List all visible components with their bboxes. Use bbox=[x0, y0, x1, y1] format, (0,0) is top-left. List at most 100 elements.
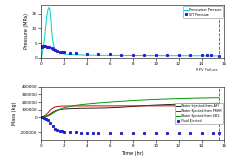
X-axis label: Time (hr): Time (hr) bbox=[122, 151, 144, 156]
Water Ejected from SDS bbox=[74, 104, 77, 106]
Pressurizer Pressure bbox=[120, 55, 123, 56]
Fluid Ejected bbox=[42, 117, 45, 119]
Water Ejected from SDS bbox=[91, 103, 94, 104]
Water Ejected from PRHR bbox=[91, 105, 94, 107]
Pressurizer Pressure bbox=[41, 52, 44, 54]
Pressurizer Pressure bbox=[131, 55, 134, 56]
Water Ejected from PRHR bbox=[41, 116, 44, 118]
Water Ejected from SDS bbox=[49, 114, 52, 116]
Fluid Ejected bbox=[68, 131, 71, 133]
Water Injected from AFI bbox=[80, 107, 83, 109]
Fluid Ejected bbox=[212, 132, 214, 134]
Water Ejected from SDS bbox=[131, 100, 134, 101]
Water Ejected from SDS bbox=[56, 110, 59, 111]
Pressurizer Pressure bbox=[58, 52, 61, 53]
Water Injected from AFI bbox=[51, 111, 54, 113]
Fluid Ejected bbox=[44, 118, 47, 120]
SIT Pressure bbox=[86, 53, 88, 55]
Water Injected from AFI bbox=[143, 105, 146, 107]
SIT Pressure bbox=[42, 45, 45, 47]
Fluid Ejected bbox=[56, 129, 59, 131]
Fluid Ejected bbox=[80, 132, 83, 134]
SIT Pressure bbox=[41, 45, 44, 47]
Text: RPV Failure: RPV Failure bbox=[196, 68, 218, 72]
Water Ejected from PRHR bbox=[60, 105, 63, 107]
SIT Pressure bbox=[97, 53, 100, 55]
Water Ejected from SDS bbox=[212, 97, 214, 99]
SIT Pressure bbox=[217, 55, 220, 56]
SIT Pressure bbox=[120, 54, 123, 55]
Water Injected from AFI bbox=[63, 108, 65, 110]
SIT Pressure bbox=[48, 47, 51, 48]
Water Ejected from PRHR bbox=[40, 116, 43, 118]
Water Ejected from PRHR bbox=[131, 105, 134, 107]
Water Injected from AFI bbox=[68, 108, 71, 110]
Water Ejected from SDS bbox=[200, 97, 203, 99]
Fluid Ejected bbox=[97, 132, 100, 134]
Pressurizer Pressure bbox=[68, 54, 71, 55]
Fluid Ejected bbox=[131, 132, 134, 134]
Pressurizer Pressure bbox=[56, 50, 59, 52]
Water Injected from AFI bbox=[49, 113, 52, 115]
Water Ejected from SDS bbox=[177, 98, 180, 100]
Fluid Ejected bbox=[74, 131, 77, 133]
Fluid Ejected bbox=[177, 132, 180, 134]
Water Ejected from SDS bbox=[58, 108, 61, 110]
SIT Pressure bbox=[166, 54, 169, 56]
Water Ejected from SDS bbox=[42, 116, 45, 118]
SIT Pressure bbox=[131, 54, 134, 56]
Pressurizer Pressure bbox=[200, 55, 203, 57]
SIT Pressure bbox=[40, 47, 43, 48]
Water Ejected from SDS bbox=[54, 111, 56, 113]
Line: SIT Pressure: SIT Pressure bbox=[40, 45, 220, 56]
Water Injected from AFI bbox=[91, 107, 94, 109]
Water Ejected from PRHR bbox=[86, 105, 88, 107]
Pressurizer Pressure bbox=[40, 56, 43, 58]
Pressurizer Pressure bbox=[49, 20, 52, 22]
Water Ejected from SDS bbox=[68, 106, 71, 107]
Fluid Ejected bbox=[154, 132, 157, 134]
Pressurizer Pressure bbox=[48, 8, 51, 10]
Water Ejected from SDS bbox=[41, 116, 44, 118]
Water Ejected from SDS bbox=[166, 98, 169, 100]
Fluid Ejected bbox=[54, 128, 56, 130]
Pressurizer Pressure bbox=[47, 8, 49, 10]
Pressurizer Pressure bbox=[60, 52, 63, 54]
Water Ejected from PRHR bbox=[80, 105, 83, 107]
Pressurizer Pressure bbox=[63, 53, 65, 55]
SIT Pressure bbox=[46, 46, 48, 48]
Line: Water Ejected from SDS: Water Ejected from SDS bbox=[41, 98, 219, 117]
Water Ejected from PRHR bbox=[58, 105, 61, 107]
Water Injected from AFI bbox=[212, 102, 214, 104]
Water Ejected from PRHR bbox=[68, 105, 71, 107]
Water Ejected from PRHR bbox=[166, 105, 169, 107]
Water Ejected from PRHR bbox=[47, 112, 49, 114]
Water Injected from AFI bbox=[44, 115, 47, 117]
Water Ejected from PRHR bbox=[63, 105, 65, 107]
Fluid Ejected bbox=[60, 130, 63, 132]
Pressurizer Pressure bbox=[49, 13, 52, 15]
Water Injected from AFI bbox=[200, 103, 203, 104]
SIT Pressure bbox=[109, 53, 111, 55]
Water Injected from AFI bbox=[154, 104, 157, 106]
SIT Pressure bbox=[143, 54, 146, 56]
Water Injected from AFI bbox=[120, 106, 123, 108]
Pressurizer Pressure bbox=[50, 29, 53, 31]
Water Injected from AFI bbox=[177, 103, 180, 105]
SIT Pressure bbox=[51, 48, 54, 50]
Pressurizer Pressure bbox=[217, 55, 220, 57]
Water Ejected from PRHR bbox=[54, 106, 56, 108]
Water Ejected from PRHR bbox=[120, 105, 123, 107]
Legend: Pressurizer Pressure, SIT Pressure: Pressurizer Pressure, SIT Pressure bbox=[183, 6, 223, 18]
Fluid Ejected bbox=[51, 125, 54, 127]
Pressurizer Pressure bbox=[97, 54, 100, 56]
Fluid Ejected bbox=[109, 132, 111, 134]
Water Ejected from SDS bbox=[189, 97, 191, 99]
Fluid Ejected bbox=[91, 132, 94, 134]
Pressurizer Pressure bbox=[74, 54, 77, 56]
Fluid Ejected bbox=[86, 132, 88, 134]
Fluid Ejected bbox=[49, 122, 52, 124]
Pressurizer Pressure bbox=[52, 45, 55, 47]
SIT Pressure bbox=[50, 47, 53, 49]
SIT Pressure bbox=[63, 51, 65, 53]
